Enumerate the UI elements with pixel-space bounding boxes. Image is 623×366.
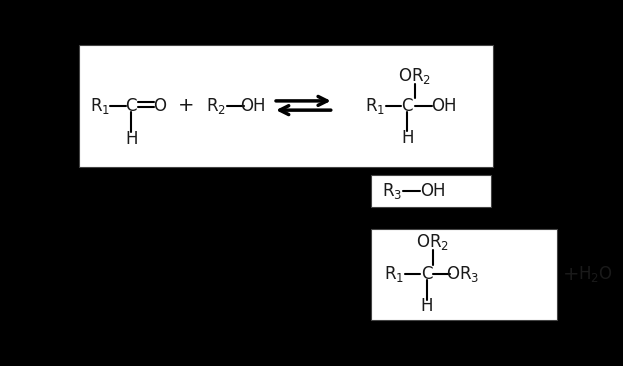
Text: $\mathregular{R_2}$: $\mathregular{R_2}$ (206, 96, 226, 116)
Text: H: H (421, 298, 433, 315)
Text: $\mathregular{R_1}$: $\mathregular{R_1}$ (384, 264, 404, 284)
Bar (79, 45, 493, 167)
Bar (371, 229, 557, 320)
Text: C: C (421, 265, 432, 283)
Text: C: C (401, 97, 413, 115)
Text: H: H (125, 130, 138, 147)
Text: $\mathregular{OR_2}$: $\mathregular{OR_2}$ (416, 232, 449, 252)
Text: OH: OH (431, 97, 457, 115)
Text: $\mathregular{R_1}$: $\mathregular{R_1}$ (364, 96, 385, 116)
Text: OH: OH (240, 97, 266, 115)
Text: $\mathregular{R_3}$: $\mathregular{R_3}$ (383, 181, 402, 201)
Text: O: O (153, 97, 166, 115)
Text: $\mathregular{H_2O}$: $\mathregular{H_2O}$ (578, 264, 613, 284)
Text: +: + (563, 265, 579, 284)
Text: OH: OH (420, 182, 445, 200)
Text: $\mathregular{OR_2}$: $\mathregular{OR_2}$ (399, 66, 432, 86)
Text: $\mathregular{R_1}$: $\mathregular{R_1}$ (90, 96, 110, 116)
Text: +: + (178, 96, 194, 115)
Text: $\mathregular{OR_3}$: $\mathregular{OR_3}$ (445, 264, 479, 284)
Text: C: C (126, 97, 137, 115)
Bar (371, 175, 491, 207)
Text: H: H (401, 129, 414, 147)
